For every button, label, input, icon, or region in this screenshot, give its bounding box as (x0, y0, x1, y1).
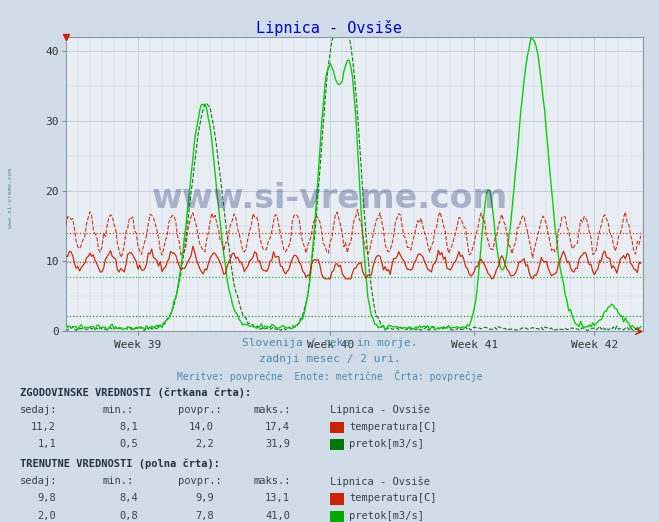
Text: min.:: min.: (102, 476, 133, 486)
Text: sedaj:: sedaj: (20, 476, 57, 486)
Text: maks.:: maks.: (254, 476, 291, 486)
Text: 13,1: 13,1 (265, 493, 290, 503)
Text: zadnji mesec / 2 uri.: zadnji mesec / 2 uri. (258, 354, 401, 364)
Text: sedaj:: sedaj: (20, 405, 57, 414)
Text: min.:: min.: (102, 405, 133, 414)
Text: 41,0: 41,0 (265, 511, 290, 520)
Text: 14,0: 14,0 (189, 422, 214, 432)
Text: 7,8: 7,8 (196, 511, 214, 520)
Text: temperatura[C]: temperatura[C] (349, 422, 437, 432)
Text: 0,5: 0,5 (120, 439, 138, 449)
Text: Meritve: povprečne  Enote: metrične  Črta: povprečje: Meritve: povprečne Enote: metrične Črta:… (177, 370, 482, 382)
Text: pretok[m3/s]: pretok[m3/s] (349, 439, 424, 449)
Text: Lipnica - Ovsiše: Lipnica - Ovsiše (330, 405, 430, 415)
Text: 2,0: 2,0 (38, 511, 56, 520)
Text: pretok[m3/s]: pretok[m3/s] (349, 511, 424, 520)
Text: 0,8: 0,8 (120, 511, 138, 520)
Text: ZGODOVINSKE VREDNOSTI (črtkana črta):: ZGODOVINSKE VREDNOSTI (črtkana črta): (20, 387, 251, 398)
Text: www.si-vreme.com: www.si-vreme.com (8, 169, 13, 228)
Text: 31,9: 31,9 (265, 439, 290, 449)
Text: 9,8: 9,8 (38, 493, 56, 503)
Text: 17,4: 17,4 (265, 422, 290, 432)
Text: www.si-vreme.com: www.si-vreme.com (152, 182, 507, 215)
Text: Lipnica - Ovsiše: Lipnica - Ovsiše (330, 476, 430, 487)
Text: povpr.:: povpr.: (178, 476, 221, 486)
Text: maks.:: maks.: (254, 405, 291, 414)
Text: 9,9: 9,9 (196, 493, 214, 503)
Text: 8,4: 8,4 (120, 493, 138, 503)
Text: temperatura[C]: temperatura[C] (349, 493, 437, 503)
Text: 8,1: 8,1 (120, 422, 138, 432)
Text: 11,2: 11,2 (31, 422, 56, 432)
Text: povpr.:: povpr.: (178, 405, 221, 414)
Text: 2,2: 2,2 (196, 439, 214, 449)
Text: TRENUTNE VREDNOSTI (polna črta):: TRENUTNE VREDNOSTI (polna črta): (20, 459, 219, 469)
Text: Lipnica - Ovsiše: Lipnica - Ovsiše (256, 20, 403, 36)
Text: Slovenija / reke in morje.: Slovenija / reke in morje. (242, 338, 417, 348)
Text: 1,1: 1,1 (38, 439, 56, 449)
